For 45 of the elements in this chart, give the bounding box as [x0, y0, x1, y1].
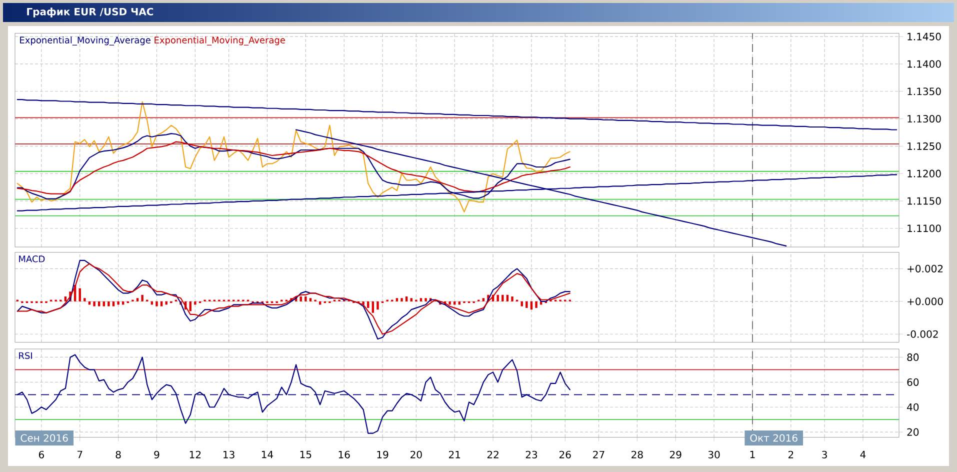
- chart-title: График EUR /USD ЧАС: [27, 8, 154, 18]
- x-tick-label: 29: [670, 450, 682, 458]
- y-tick-label: 60: [907, 378, 919, 386]
- y-tick-label: +0.000: [908, 298, 943, 306]
- y-tick-label: 1.1100: [908, 224, 941, 232]
- x-tick-label: 15: [300, 450, 312, 458]
- x-tick-label: 23: [526, 450, 538, 458]
- y-tick-label: 1.1350: [908, 88, 941, 96]
- x-tick-label: 21: [448, 450, 460, 458]
- x-tick-label: 12: [190, 450, 201, 458]
- y-tick-label: 1.1300: [908, 114, 941, 123]
- text: Exponential_Moving_Average: [154, 36, 286, 46]
- y-tick-label: 1.1250: [908, 142, 941, 150]
- x-tick-label: 2: [788, 450, 794, 458]
- x-tick-label: 9: [154, 450, 160, 458]
- x-tick-label: 26: [559, 450, 571, 458]
- y-tick-label: 1.1450: [908, 32, 941, 40]
- x-tick-label: 16: [338, 450, 350, 458]
- y-tick-label: 20: [907, 428, 919, 436]
- x-tick-label: 20: [410, 450, 422, 458]
- x-tick-label: 22: [487, 450, 498, 458]
- y-tick-label: 1.1150: [908, 197, 941, 205]
- text: Exponential_Moving_Average: [20, 36, 150, 46]
- x-tick-label: 30: [708, 450, 720, 458]
- y-tick-label: 1.1400: [908, 60, 941, 68]
- x-tick-label: 6: [38, 450, 44, 458]
- y-tick-label: 1.1200: [908, 170, 941, 178]
- ref-line-label: Окт 2016: [750, 434, 798, 442]
- y-tick-label: +0.002: [908, 264, 943, 272]
- x-tick-label: 28: [632, 450, 643, 458]
- chart-title: MACD: [19, 255, 45, 262]
- x-tick-label: 4: [860, 450, 866, 458]
- x-tick-label: 1: [750, 450, 755, 458]
- y-tick-label: 80: [907, 353, 919, 362]
- x-tick-label: 3: [822, 450, 827, 458]
- x-tick-label: 8: [116, 450, 121, 458]
- annotation: Сен 2016: [20, 434, 68, 442]
- x-tick-label: 13: [224, 450, 234, 458]
- x-tick-label: 14: [262, 450, 274, 458]
- y-tick-label: -0.002: [907, 330, 938, 338]
- x-tick-label: 19: [377, 450, 388, 458]
- x-tick-label: 27: [593, 450, 604, 458]
- chart-title: RSI: [19, 352, 32, 359]
- x-tick-label: 7: [78, 450, 82, 458]
- y-tick-label: 40: [907, 403, 919, 411]
